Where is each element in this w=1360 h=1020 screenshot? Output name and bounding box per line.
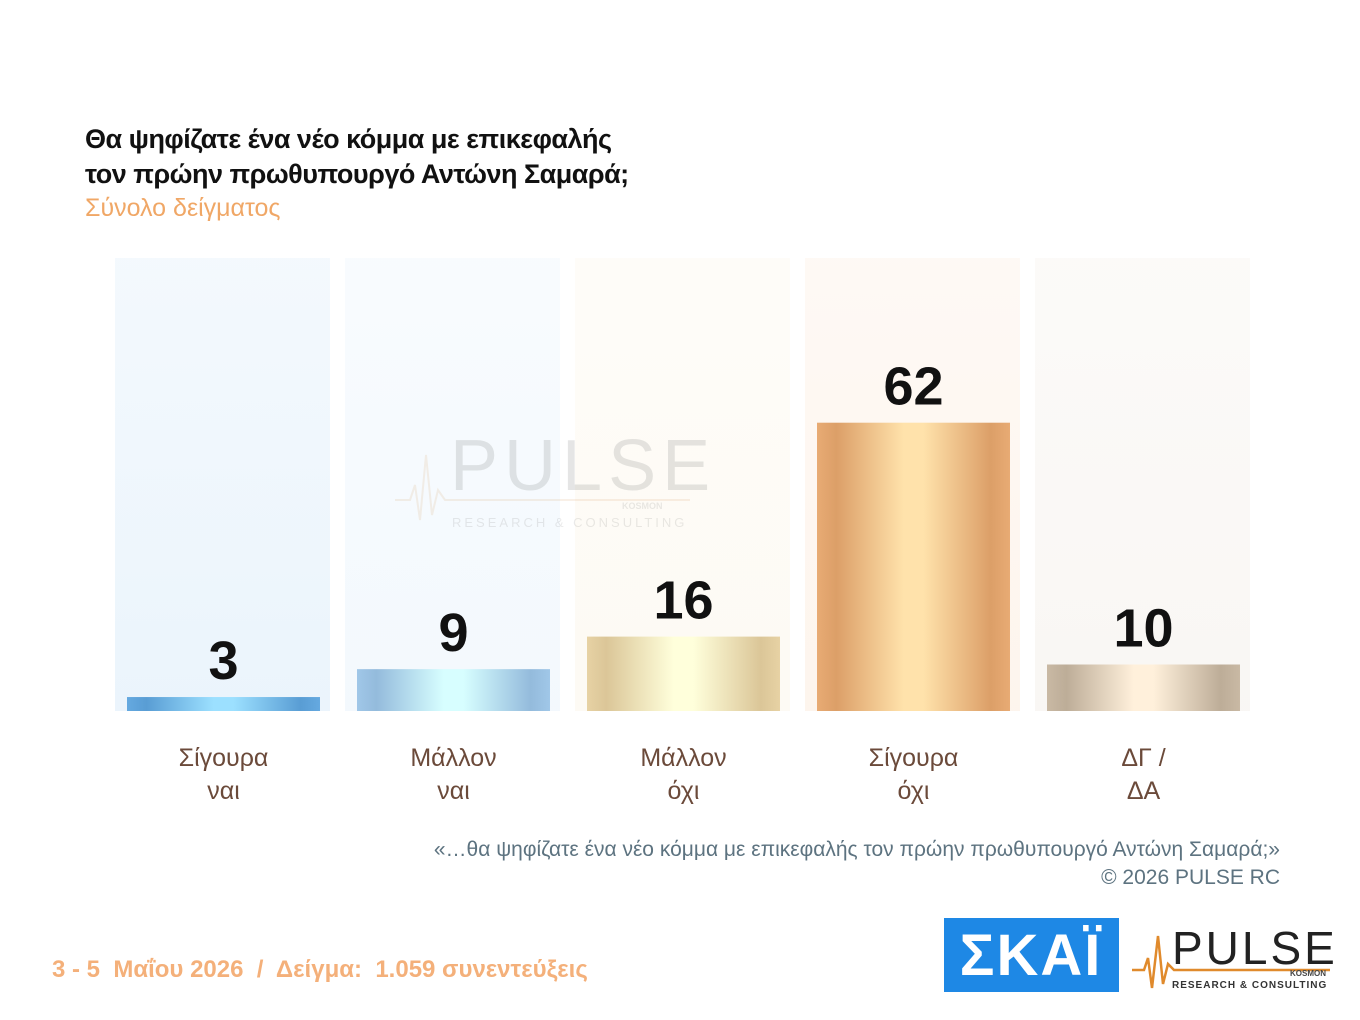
skai-logo-text: ΣΚΑΪ bbox=[960, 923, 1103, 988]
bar-value-label: 16 bbox=[653, 571, 713, 631]
watermark-pulse-text: PULSE bbox=[450, 426, 710, 506]
pulse-logo: PULSE KOSMON RESEARCH & CONSULTING bbox=[1132, 922, 1335, 991]
watermark-kosmon-text: KOSMON bbox=[622, 501, 663, 511]
column-background bbox=[575, 258, 790, 711]
bar bbox=[587, 636, 780, 711]
chart-title-line2: τον πρώην πρωθυπουργό Αντώνη Σαμαρά; bbox=[85, 159, 629, 189]
bar bbox=[817, 422, 1010, 711]
bar bbox=[127, 697, 320, 711]
category-label: ΔΓ / bbox=[1121, 744, 1165, 772]
category-label: Σίγουρα bbox=[179, 744, 269, 772]
skai-logo: ΣΚΑΪ bbox=[944, 918, 1119, 992]
pulse-watermark: PULSE KOSMON RESEARCH & CONSULTING bbox=[395, 426, 710, 530]
question-quote: «…θα ψηφίζατε ένα νέο κόμμα με επικεφαλή… bbox=[434, 836, 1280, 892]
bar-value-label: 9 bbox=[438, 603, 468, 663]
category-label: ΔΑ bbox=[1127, 777, 1161, 805]
category-label: Μάλλον bbox=[410, 744, 496, 772]
chart-subtitle: Σύνολο δείγματος bbox=[85, 194, 281, 222]
watermark-tagline-text: RESEARCH & CONSULTING bbox=[452, 515, 687, 530]
pulse-tagline-text: RESEARCH & CONSULTING bbox=[1172, 980, 1327, 991]
category-label: όχι bbox=[898, 777, 930, 805]
category-label: Μάλλον bbox=[640, 744, 726, 772]
chart-title-line1: Θα ψηφίζατε ένα νέο κόμμα με επικεφαλής bbox=[85, 124, 612, 154]
column-background bbox=[1035, 258, 1250, 711]
pulse-kosmon-text: KOSMON bbox=[1290, 969, 1326, 978]
column-background bbox=[115, 258, 330, 711]
survey-info: 3 - 5 Μαΐου 2026 / Δείγμα: 1.059 συνεντε… bbox=[52, 956, 588, 983]
column-background bbox=[345, 258, 560, 711]
bar bbox=[357, 669, 550, 711]
category-label: ναι bbox=[437, 777, 470, 805]
bar-value-label: 10 bbox=[1113, 599, 1173, 659]
category-label: Σίγουρα bbox=[869, 744, 959, 772]
copyright-text: © 2026 PULSE RC bbox=[1101, 866, 1280, 889]
category-label: ναι bbox=[207, 777, 240, 805]
bar-value-label: 62 bbox=[883, 357, 943, 417]
category-label: όχι bbox=[668, 777, 700, 805]
bar bbox=[1047, 664, 1240, 711]
pulse-logo-text: PULSE bbox=[1172, 922, 1335, 974]
bar-chart: 3 9 16 62 10 Σίγουρα ναι Μάλλον ναι Μάλλον όχι Σίγ… bbox=[115, 258, 1250, 805]
question-quote-text: «…θα ψηφίζατε ένα νέο κόμμα με επικεφαλή… bbox=[433, 838, 1280, 861]
chart-title: Θα ψηφίζατε ένα νέο κόμμα με επικεφαλής … bbox=[85, 122, 705, 192]
bar-value-label: 3 bbox=[208, 631, 238, 691]
